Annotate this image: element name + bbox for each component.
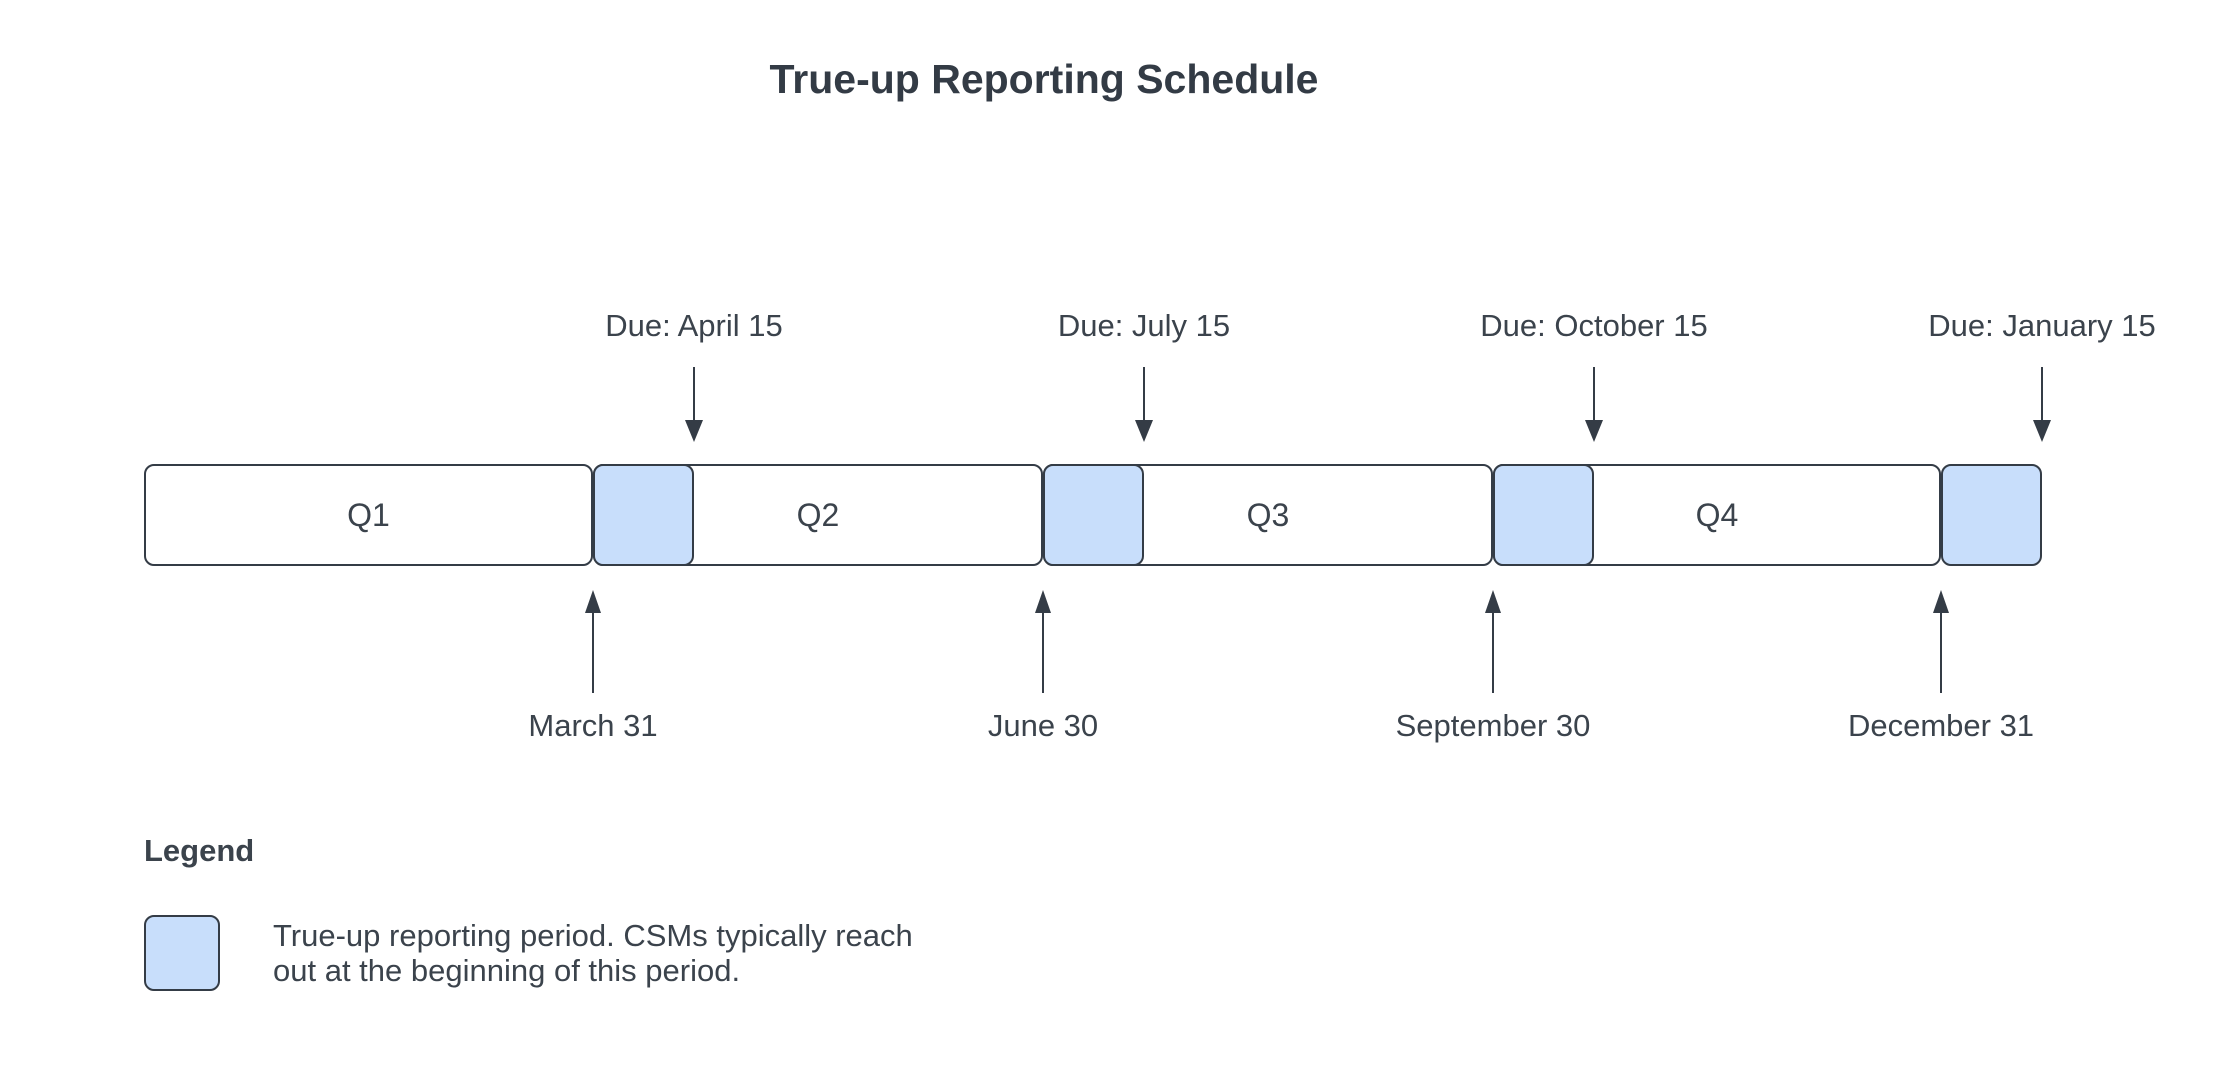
arrow-head — [1035, 590, 1051, 613]
quarter-label: Q4 — [1695, 496, 1739, 533]
true-up-period-swatch — [144, 915, 220, 991]
true-up-period-box — [593, 464, 694, 566]
arrow-shaft — [592, 613, 594, 693]
quarter-label: Q1 — [347, 496, 390, 533]
quarter-end-label: December 31 — [1847, 708, 2035, 743]
arrow-head — [1933, 590, 1949, 613]
legend-heading: Legend — [144, 833, 255, 868]
true-up-period-box — [1941, 464, 2042, 566]
diagram-title: True-up Reporting Schedule — [769, 56, 1319, 102]
arrow-head — [1485, 590, 1501, 613]
arrow-shaft — [2041, 367, 2043, 420]
arrow-shaft — [1492, 613, 1494, 693]
quarter-label: Q2 — [796, 496, 840, 533]
arrow-down-icon — [2033, 367, 2051, 442]
arrow-shaft — [693, 367, 695, 420]
due-date-label: Due: January 15 — [1928, 308, 2156, 343]
legend-item-text: True-up reporting period. CSMs typically… — [273, 918, 913, 988]
arrow-down-icon — [1135, 367, 1153, 442]
arrow-head — [1585, 420, 1603, 442]
quarter-label: Q3 — [1246, 496, 1290, 533]
due-date-label: Due: July 15 — [1057, 308, 1231, 343]
quarter-end-label: June 30 — [987, 708, 1099, 743]
arrow-up-icon — [1485, 590, 1501, 693]
arrow-up-icon — [1035, 590, 1051, 693]
quarter-end-label: March 31 — [528, 708, 658, 743]
true-up-period-box — [1493, 464, 1594, 566]
arrow-down-icon — [1585, 367, 1603, 442]
due-date-label: Due: October 15 — [1480, 308, 1708, 343]
arrow-shaft — [1042, 613, 1044, 693]
quarter-box-q1: Q1 — [144, 464, 593, 566]
arrow-shaft — [1143, 367, 1145, 420]
arrow-head — [685, 420, 703, 442]
arrow-up-icon — [585, 590, 601, 693]
arrow-shaft — [1940, 613, 1942, 693]
arrow-head — [585, 590, 601, 613]
arrow-down-icon — [685, 367, 703, 442]
arrow-up-icon — [1933, 590, 1949, 693]
true-up-period-box — [1043, 464, 1144, 566]
arrow-head — [2033, 420, 2051, 442]
quarter-end-label: September 30 — [1395, 708, 1591, 743]
due-date-label: Due: April 15 — [605, 308, 783, 343]
arrow-shaft — [1593, 367, 1595, 420]
arrow-head — [1135, 420, 1153, 442]
